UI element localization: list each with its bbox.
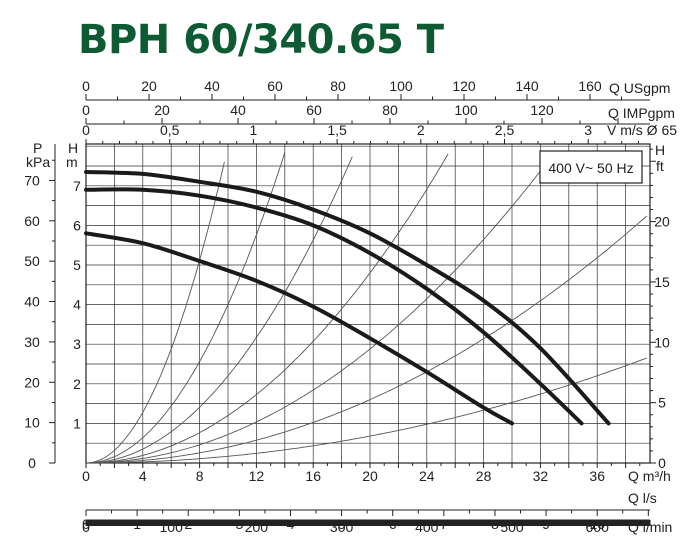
m-tick-label: 6 [73, 217, 81, 233]
kpa-tick-label: 40 [24, 294, 40, 310]
lmin-tick-label: 200 [245, 519, 269, 535]
kpa-tick-label: 70 [24, 172, 40, 188]
usgpm-axis-tick-label: 0 [82, 78, 90, 94]
usgpm-axis-tick-label: 160 [578, 78, 602, 94]
system-curve [86, 153, 449, 464]
lmin-tick-label: 300 [330, 519, 354, 535]
kpa-tick-label: 20 [24, 374, 40, 390]
velocity-tick-label: 1 [250, 122, 258, 138]
usgpm-axis-tick-label: 40 [204, 78, 220, 94]
x-tick-label: 8 [196, 468, 204, 484]
velocity-tick-label: 0,5 [160, 122, 180, 138]
x-tick-label: 24 [419, 468, 435, 484]
legend-text: 400 V~ 50 Hz [548, 160, 633, 176]
m-tick-label: 4 [73, 297, 81, 313]
kpa-tick-label: 30 [24, 334, 40, 350]
m-axis-label-top: H [68, 140, 78, 156]
system-curve [86, 357, 648, 464]
system-curve [86, 215, 648, 464]
usgpm-axis-tick-label: 20 [141, 78, 157, 94]
pump-curve-2 [84, 187, 584, 426]
ft-tick-label: 20 [654, 214, 670, 230]
x-tick-label: 20 [362, 468, 378, 484]
system-curve [85, 152, 286, 464]
velocity-tick-label: 3 [584, 122, 592, 138]
system-curve [86, 152, 555, 464]
kpa-tick-label: 10 [24, 415, 40, 431]
x-tick-label: 32 [533, 468, 549, 484]
x-tick-label: 28 [476, 468, 492, 484]
impgpm-axis-tick-label: 0 [82, 102, 90, 118]
system-curve [85, 161, 225, 464]
velocity-tick-label: 2 [417, 122, 425, 138]
impgpm-axis-tick-label: 100 [454, 102, 478, 118]
m-tick-label: 2 [73, 376, 81, 392]
usgpm-axis-tick-label: 60 [267, 78, 283, 94]
usgpm-axis-tick-label: 100 [389, 78, 413, 94]
grid [85, 143, 651, 464]
x-tick-label: 36 [589, 468, 605, 484]
legend-box: 400 V~ 50 Hz [539, 150, 643, 184]
ft-tick-label: 10 [654, 334, 670, 350]
x-tick-label: 4 [139, 468, 147, 484]
impgpm-axis-label: Q IMPgpm [608, 105, 675, 121]
velocity-axis-label: V m/s Ø 65 [607, 122, 677, 138]
impgpm-axis-tick-label: 120 [530, 102, 554, 118]
pump-curve-3 [84, 231, 514, 426]
lmin-tick-label: 500 [500, 519, 524, 535]
ft-tick-label: 0 [658, 455, 666, 471]
m-axis-label-bottom: m [66, 154, 78, 170]
ft-axis-label-bottom: ft [656, 158, 664, 174]
ft-tick-label: 5 [658, 395, 666, 411]
usgpm-axis-tick-label: 120 [452, 78, 476, 94]
system-curves [85, 152, 648, 464]
pump-curves [84, 169, 611, 426]
velocity-tick-label: 1,5 [327, 122, 347, 138]
usgpm-axis-tick-label: 140 [515, 78, 539, 94]
impgpm-axis-tick-label: 20 [154, 102, 170, 118]
lmin-tick-label: 400 [415, 519, 439, 535]
kpa-tick-label: 50 [24, 253, 40, 269]
pump-curve-1 [84, 169, 611, 426]
m-tick-label: 5 [73, 257, 81, 273]
x-tick-label: 0 [82, 468, 90, 484]
lmin-tick-label: 0 [82, 519, 90, 535]
ls-axis-label: Q l/s [628, 490, 657, 506]
kpa-tick-label: 0 [28, 455, 36, 471]
m-tick-label: 7 [73, 178, 81, 194]
usgpm-axis-label: Q USgpm [609, 80, 670, 96]
usgpm-axis-tick-label: 80 [330, 78, 346, 94]
x-tick-label: 16 [305, 468, 321, 484]
velocity-tick-label: 2,5 [495, 122, 515, 138]
x-tick-label: 12 [249, 468, 265, 484]
lmin-axis-label: Q l/min [628, 519, 672, 535]
impgpm-axis-tick-label: 80 [382, 102, 398, 118]
lmin-tick-label: 600 [586, 519, 610, 535]
kpa-axis-label-bottom: kPa [26, 154, 50, 170]
chart-title: BPH 60/340.65 T [78, 17, 444, 63]
lmin-tick-label: 100 [160, 519, 184, 535]
velocity-tick-label: 0 [82, 122, 90, 138]
kpa-tick-label: 60 [24, 213, 40, 229]
impgpm-axis-tick-label: 60 [306, 102, 322, 118]
ft-axis-label-top: H [655, 142, 665, 158]
system-curve [85, 156, 353, 464]
m-tick-label: 3 [73, 336, 81, 352]
impgpm-axis-tick-label: 40 [230, 102, 246, 118]
kpa-axis-label-top: P [33, 140, 42, 156]
ft-tick-label: 15 [654, 274, 670, 290]
x-axis-label: Q m³/h [628, 468, 671, 484]
m-tick-label: 1 [73, 415, 81, 431]
